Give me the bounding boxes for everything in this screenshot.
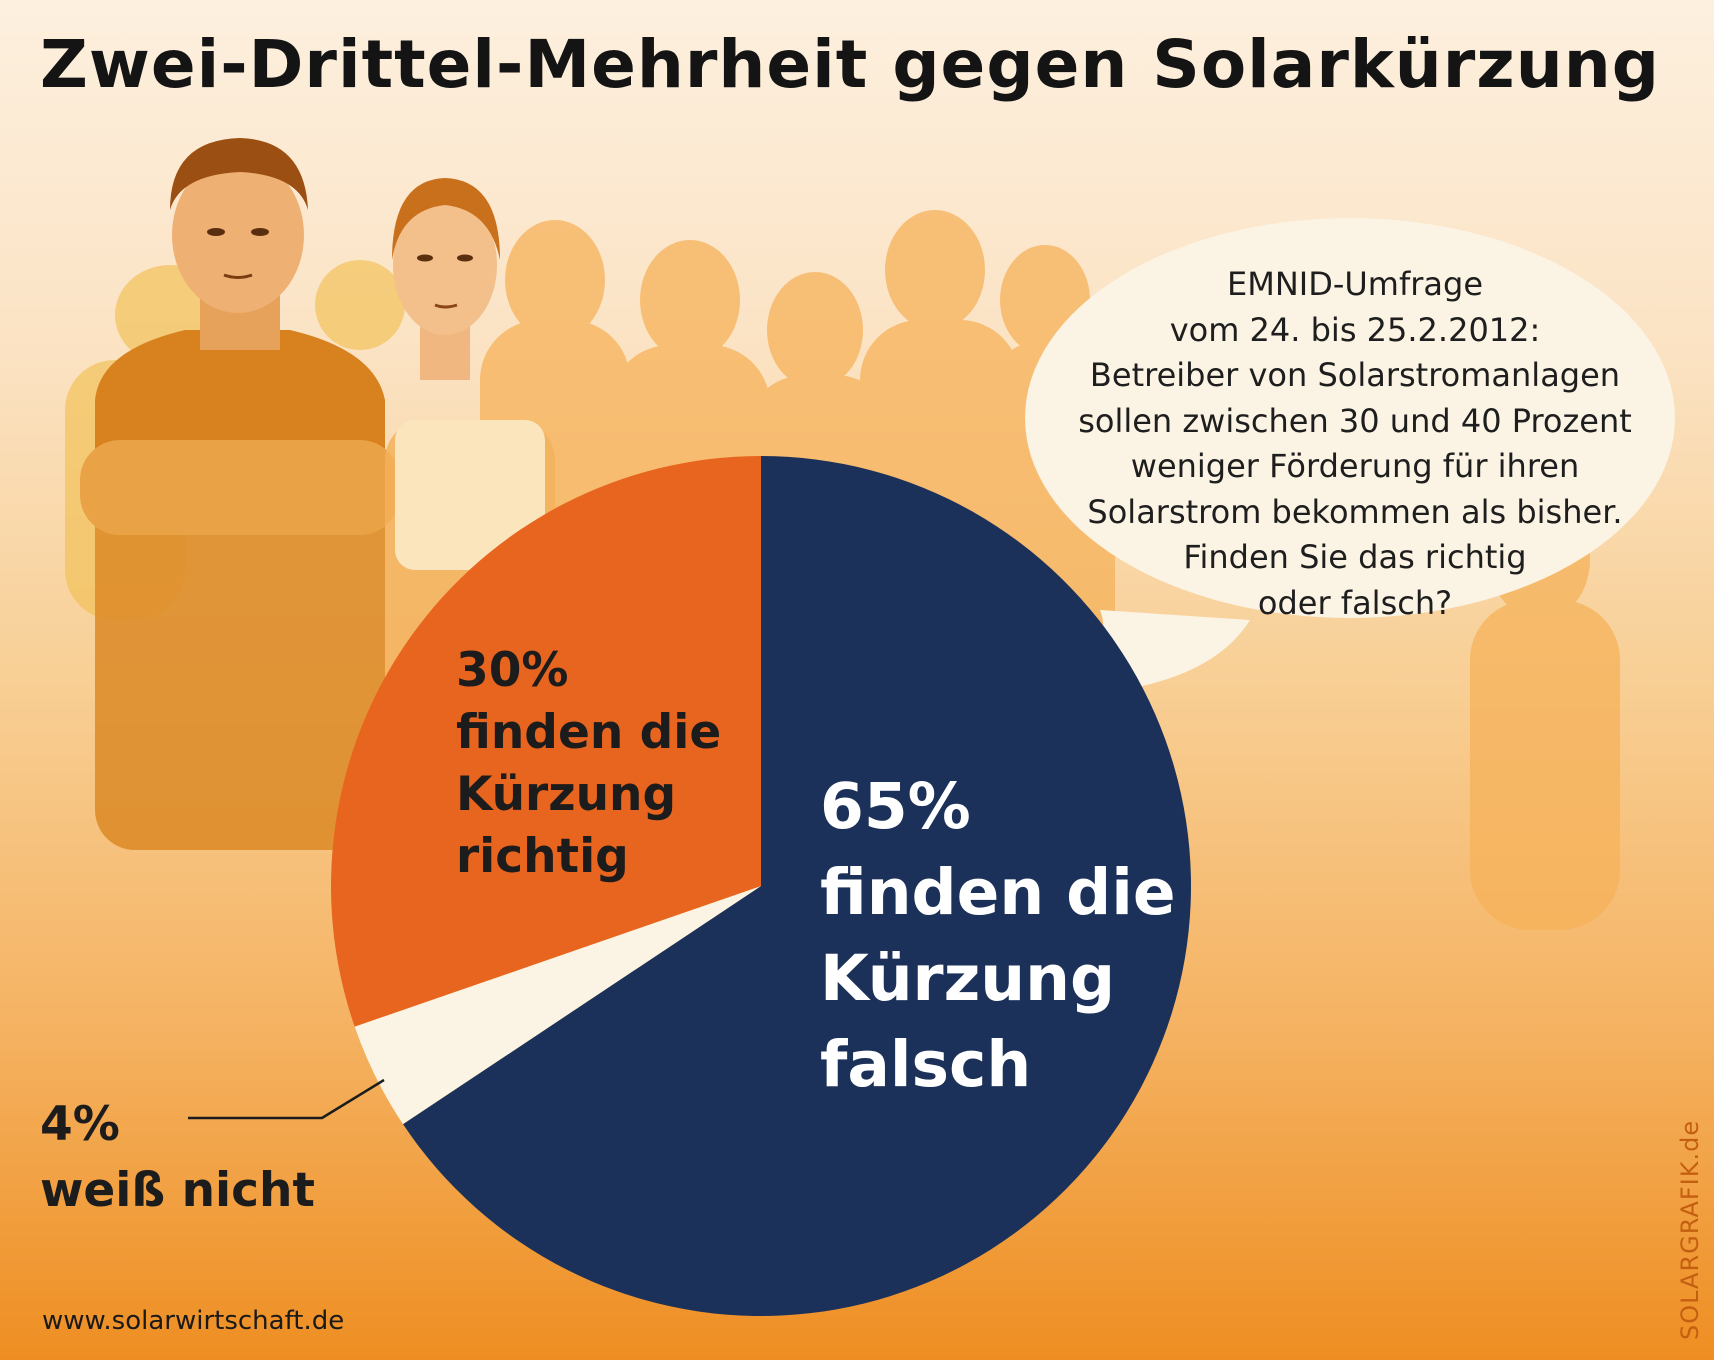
survey-question: EMNID-Umfrage vom 24. bis 25.2.2012: Bet… <box>1030 262 1680 626</box>
page-title: Zwei-Drittel-Mehrheit gegen Solarkürzung <box>40 26 1660 103</box>
question-line: Finden Sie das richtig <box>1183 538 1527 576</box>
question-line: sollen zwischen 30 und 40 Prozent <box>1078 401 1632 440</box>
label-richtig-percent: 30% <box>456 643 569 698</box>
man-figure <box>80 138 400 850</box>
pie-slice-weiss-nicht <box>354 886 761 1125</box>
label-falsch-line: finden die <box>820 856 1176 929</box>
pie-slice-falsch <box>402 456 1191 1316</box>
label-falsch-line: falsch <box>820 1028 1032 1101</box>
label-falsch-percent: 65% <box>820 770 971 843</box>
brand-credit: SOLARGRAFIK.de <box>1676 1119 1704 1340</box>
question-line: weniger Förderung für ihren <box>1130 447 1580 485</box>
speech-bubble-body <box>1025 218 1675 618</box>
label-weiss-nicht-percent: 4% <box>40 1097 120 1152</box>
label-weiss-nicht-line: weiß nicht <box>40 1163 315 1218</box>
label-richtig-line: finden die <box>456 705 722 760</box>
label-falsch: 65% finden die Kürzung falsch <box>820 764 1176 1108</box>
label-richtig-line: Kürzung <box>456 767 677 822</box>
question-line: Betreiber von Solarstromanlagen <box>1089 356 1621 394</box>
question-line: EMNID-Umfrage <box>1226 265 1483 303</box>
footer-url[interactable]: www.solarwirtschaft.de <box>42 1306 345 1336</box>
label-richtig: 30% finden die Kürzung richtig <box>456 640 721 888</box>
question-line: Solarstrom bekommen als bisher. <box>1087 492 1623 531</box>
label-falsch-line: Kürzung <box>820 942 1116 1015</box>
question-line: oder falsch? <box>1257 583 1453 622</box>
pie-slice-richtig <box>330 456 761 1027</box>
label-richtig-line: richtig <box>456 829 629 884</box>
question-line: vom 24. bis 25.2.2012: <box>1169 310 1541 349</box>
label-weiss-nicht: 4% weiß nicht <box>40 1092 315 1224</box>
